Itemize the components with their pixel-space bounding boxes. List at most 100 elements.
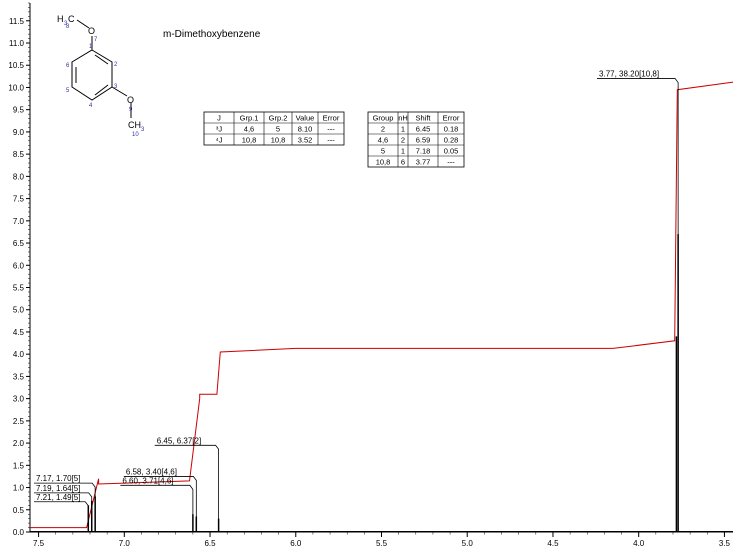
table-header-cell: nH bbox=[398, 114, 408, 123]
table-cell: 6.59 bbox=[416, 136, 431, 145]
peak-label: 6.45, 6.37[2] bbox=[157, 436, 201, 445]
y-tick-label: 8.5 bbox=[13, 150, 25, 159]
y-tick-label: 7.0 bbox=[13, 217, 25, 226]
x-tick-label: 5.0 bbox=[462, 539, 474, 548]
table-cell: --- bbox=[327, 136, 335, 145]
table-cell: 0.05 bbox=[444, 147, 459, 156]
atom-number: 10 bbox=[132, 132, 139, 138]
peak-label: 6.60, 3.71[4,6] bbox=[122, 476, 173, 485]
atom-number: 9 bbox=[129, 107, 133, 113]
atom-number: 3 bbox=[114, 84, 118, 90]
peak-label: 7.17, 1.70[5] bbox=[36, 474, 80, 483]
y-tick-label: 1.5 bbox=[13, 461, 25, 470]
table-cell: 4,6 bbox=[378, 136, 388, 145]
chart-title: m-Dimethoxybenzene bbox=[163, 29, 261, 40]
y-tick-label: 6.0 bbox=[13, 261, 25, 270]
ring-double-bond bbox=[94, 84, 109, 96]
molecule-structure: H 3 C O O CH 3 8 1 2 3 4 5 6 7 9 10 bbox=[57, 14, 145, 138]
atom-number: 2 bbox=[114, 62, 118, 68]
peak-label: 7.19, 1.64[5] bbox=[36, 484, 80, 493]
methyl-top-c: C bbox=[68, 14, 75, 24]
y-tick-label: 10.5 bbox=[8, 61, 24, 70]
atom-number: 8 bbox=[66, 24, 70, 30]
y-tick-label: 4.0 bbox=[13, 350, 25, 359]
table-cell: 3.77 bbox=[416, 158, 431, 167]
y-tick-label: 6.5 bbox=[13, 239, 25, 248]
peak-label-leader bbox=[597, 78, 679, 530]
coupling-table: J Grp.1 Grp.2 Value Error ³J 4,6 5 8.10 --- ⁴J 10,8… bbox=[203, 111, 345, 146]
table-cell: 5 bbox=[276, 125, 280, 134]
x-tick-label: 6.5 bbox=[204, 539, 216, 548]
y-axis-ticks: 0.0 0.5 1.0 1.5 2.0 2.5 3.0 3.5 4.0 4.5 5.0 5.5 6.0 6… bbox=[8, 2, 30, 537]
table-cell: 10,8 bbox=[271, 136, 286, 145]
peak-label-leader bbox=[34, 482, 96, 530]
table-cell: 0.18 bbox=[444, 125, 459, 134]
y-tick-label: 10.0 bbox=[8, 83, 24, 92]
table-cell: --- bbox=[327, 125, 335, 134]
atom-number: 4 bbox=[89, 103, 93, 109]
x-tick-label: 6.0 bbox=[290, 539, 302, 548]
atom-number: 5 bbox=[66, 88, 70, 94]
y-tick-label: 0.0 bbox=[13, 528, 25, 537]
methyl-bottom-sub: 3 bbox=[141, 127, 145, 133]
y-tick-label: 7.5 bbox=[13, 195, 25, 204]
table-cell: 1 bbox=[401, 147, 405, 156]
table-cell: 3.52 bbox=[298, 136, 313, 145]
peak-labels: 3.77, 38.20[10,8] 6.45, 6.37[2] 6.58, 3.40… bbox=[34, 70, 679, 530]
table-header-cell: Error bbox=[323, 114, 340, 123]
table-cell: 0.28 bbox=[444, 136, 459, 145]
x-axis-ticks: 7.5 7.0 6.5 6.0 5.5 5.0 4.5 4.0 3.5 bbox=[33, 532, 731, 548]
y-tick-label: 9.5 bbox=[13, 106, 25, 115]
table-header-cell: Grp.2 bbox=[269, 114, 288, 123]
table-cell: 10,8 bbox=[376, 158, 391, 167]
table-cell: ⁴J bbox=[216, 136, 223, 145]
methyl-bottom: CH bbox=[128, 120, 141, 130]
table-header-cell: Value bbox=[296, 114, 315, 123]
table-cell: --- bbox=[447, 158, 455, 167]
oxygen-bottom: O bbox=[127, 95, 134, 105]
atom-number: 7 bbox=[94, 37, 98, 43]
y-tick-label: 5.0 bbox=[13, 306, 25, 315]
y-tick-label: 2.0 bbox=[13, 439, 25, 448]
table-header-cell: Group bbox=[373, 114, 394, 123]
y-tick-label: 4.5 bbox=[13, 328, 25, 337]
y-tick-label: 0.5 bbox=[13, 506, 25, 515]
x-tick-label: 3.5 bbox=[719, 539, 731, 548]
y-tick-label: 5.5 bbox=[13, 284, 25, 293]
atom-number: 1 bbox=[89, 44, 93, 50]
ring-double-bond bbox=[94, 54, 109, 65]
peak-label: 6.58, 3.40[4,6] bbox=[126, 467, 177, 476]
x-tick-label: 4.0 bbox=[633, 539, 645, 548]
x-tick-label: 7.0 bbox=[119, 539, 131, 548]
shift-table: Group nH Shift Error 2 1 6.45 0.18 4,6 2 6.59 0.28 5… bbox=[367, 111, 465, 168]
table-cell: 2 bbox=[381, 125, 385, 134]
table-header-cell: Shift bbox=[415, 114, 431, 123]
atom-number: 6 bbox=[66, 63, 70, 69]
x-tick-label: 4.5 bbox=[547, 539, 559, 548]
oxygen-top: O bbox=[88, 26, 95, 36]
peak-label-leader bbox=[34, 501, 89, 530]
peak-label-leader bbox=[120, 484, 194, 530]
y-tick-label: 3.5 bbox=[13, 372, 25, 381]
methyl-top-h: H bbox=[57, 14, 64, 24]
table-cell: 10,8 bbox=[242, 136, 257, 145]
y-tick-label: 2.5 bbox=[13, 417, 25, 426]
table-cell: 6 bbox=[401, 158, 405, 167]
peak-label-leader bbox=[123, 476, 197, 530]
peak-label-leader bbox=[34, 492, 93, 530]
table-header-cell: Grp.1 bbox=[240, 114, 259, 123]
y-tick-label: 9.0 bbox=[13, 128, 25, 137]
table-frame bbox=[367, 111, 465, 168]
y-tick-label: 11.0 bbox=[9, 39, 25, 48]
table-cell: 8.10 bbox=[298, 125, 313, 134]
integral-line bbox=[30, 81, 734, 529]
table-cell: 2 bbox=[401, 136, 405, 145]
y-tick-label: 8.0 bbox=[13, 172, 25, 181]
table-cell: ³J bbox=[216, 125, 222, 134]
table-header-cell: Error bbox=[443, 114, 460, 123]
table-cell: 1 bbox=[401, 125, 405, 134]
y-tick-label: 11.5 bbox=[9, 17, 25, 26]
methyl-top-sub: 3 bbox=[64, 21, 68, 27]
